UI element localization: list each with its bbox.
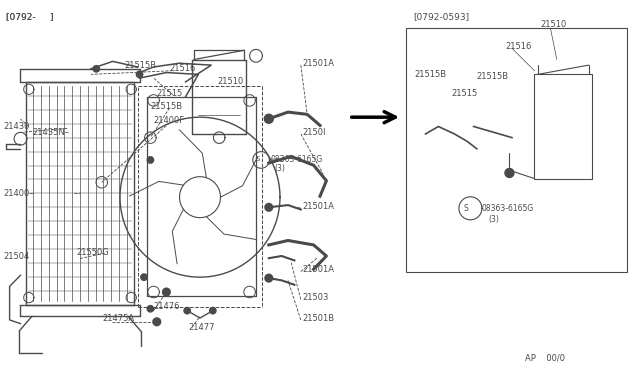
Text: 21477: 21477: [189, 323, 215, 332]
Text: 08363-6165G: 08363-6165G: [270, 155, 323, 164]
Text: 21501A: 21501A: [303, 265, 335, 274]
Text: 21400–: 21400–: [3, 189, 34, 198]
Polygon shape: [136, 71, 143, 78]
Text: 21400F: 21400F: [154, 116, 185, 125]
Text: 21515: 21515: [451, 89, 477, 97]
Text: 21501A: 21501A: [303, 59, 335, 68]
Text: 21510: 21510: [218, 77, 244, 86]
Bar: [406, 28, 627, 272]
Text: (3): (3): [274, 164, 285, 173]
Polygon shape: [210, 307, 216, 314]
Text: 21503: 21503: [303, 293, 329, 302]
Polygon shape: [147, 305, 154, 312]
Text: [0792-0593]: [0792-0593]: [413, 12, 469, 21]
Polygon shape: [141, 274, 147, 280]
Polygon shape: [153, 318, 161, 326]
Text: 21516: 21516: [170, 64, 196, 73]
Text: 21515B: 21515B: [477, 72, 509, 81]
Text: [0792-     ]: [0792- ]: [6, 12, 54, 21]
Polygon shape: [163, 288, 170, 296]
Polygon shape: [147, 157, 154, 163]
Text: (3): (3): [488, 215, 499, 224]
Text: 08363-6165G: 08363-6165G: [481, 204, 534, 213]
Polygon shape: [93, 65, 100, 72]
Text: 2150I: 2150I: [303, 128, 326, 137]
Text: 21476: 21476: [154, 302, 180, 311]
Text: 21435N–: 21435N–: [32, 128, 69, 137]
Text: 21475A: 21475A: [102, 314, 134, 323]
Text: S: S: [255, 156, 259, 162]
Text: 21516: 21516: [506, 42, 532, 51]
Text: [0792-     ]: [0792- ]: [6, 12, 54, 21]
Polygon shape: [265, 274, 273, 282]
Text: 21501A: 21501A: [303, 202, 335, 211]
Text: 21501B: 21501B: [303, 314, 335, 323]
Text: 21550G: 21550G: [77, 248, 109, 257]
Text: 21515: 21515: [157, 89, 183, 97]
Bar: [534, 74, 592, 179]
Text: 21515B: 21515B: [150, 102, 182, 110]
Polygon shape: [264, 114, 273, 123]
Text: S: S: [463, 204, 468, 213]
Polygon shape: [265, 203, 273, 211]
Text: 21430: 21430: [3, 122, 29, 131]
Text: 21515B: 21515B: [125, 61, 157, 70]
Polygon shape: [505, 169, 514, 177]
Text: AP    00/0: AP 00/0: [525, 353, 564, 362]
Text: 21510: 21510: [541, 20, 567, 29]
Polygon shape: [184, 307, 191, 314]
Text: 21515B: 21515B: [415, 70, 447, 79]
Text: 21504: 21504: [3, 252, 29, 261]
